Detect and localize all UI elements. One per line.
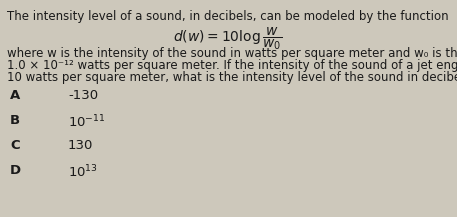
Text: A: A xyxy=(10,89,20,102)
Text: D: D xyxy=(10,164,21,177)
Text: 1.0 × 10⁻¹² watts per square meter. If the intensity of the sound of a jet engin: 1.0 × 10⁻¹² watts per square meter. If t… xyxy=(7,59,457,72)
Text: $10^{13}$: $10^{13}$ xyxy=(68,164,98,181)
Text: where w is the intensity of the sound in watts per square meter and w₀ is the co: where w is the intensity of the sound in… xyxy=(7,47,457,60)
Text: -130: -130 xyxy=(68,89,98,102)
Text: 10 watts per square meter, what is the intensity level of the sound in decibels?: 10 watts per square meter, what is the i… xyxy=(7,71,457,84)
Text: $d(w) = 10\log\dfrac{w}{w_0}$: $d(w) = 10\log\dfrac{w}{w_0}$ xyxy=(174,25,282,52)
Text: $10^{-11}$: $10^{-11}$ xyxy=(68,114,106,131)
Text: 130: 130 xyxy=(68,139,93,152)
Text: The intensity level of a sound, in decibels, can be modeled by the function: The intensity level of a sound, in decib… xyxy=(7,10,449,23)
Text: C: C xyxy=(10,139,20,152)
Text: B: B xyxy=(10,114,20,127)
